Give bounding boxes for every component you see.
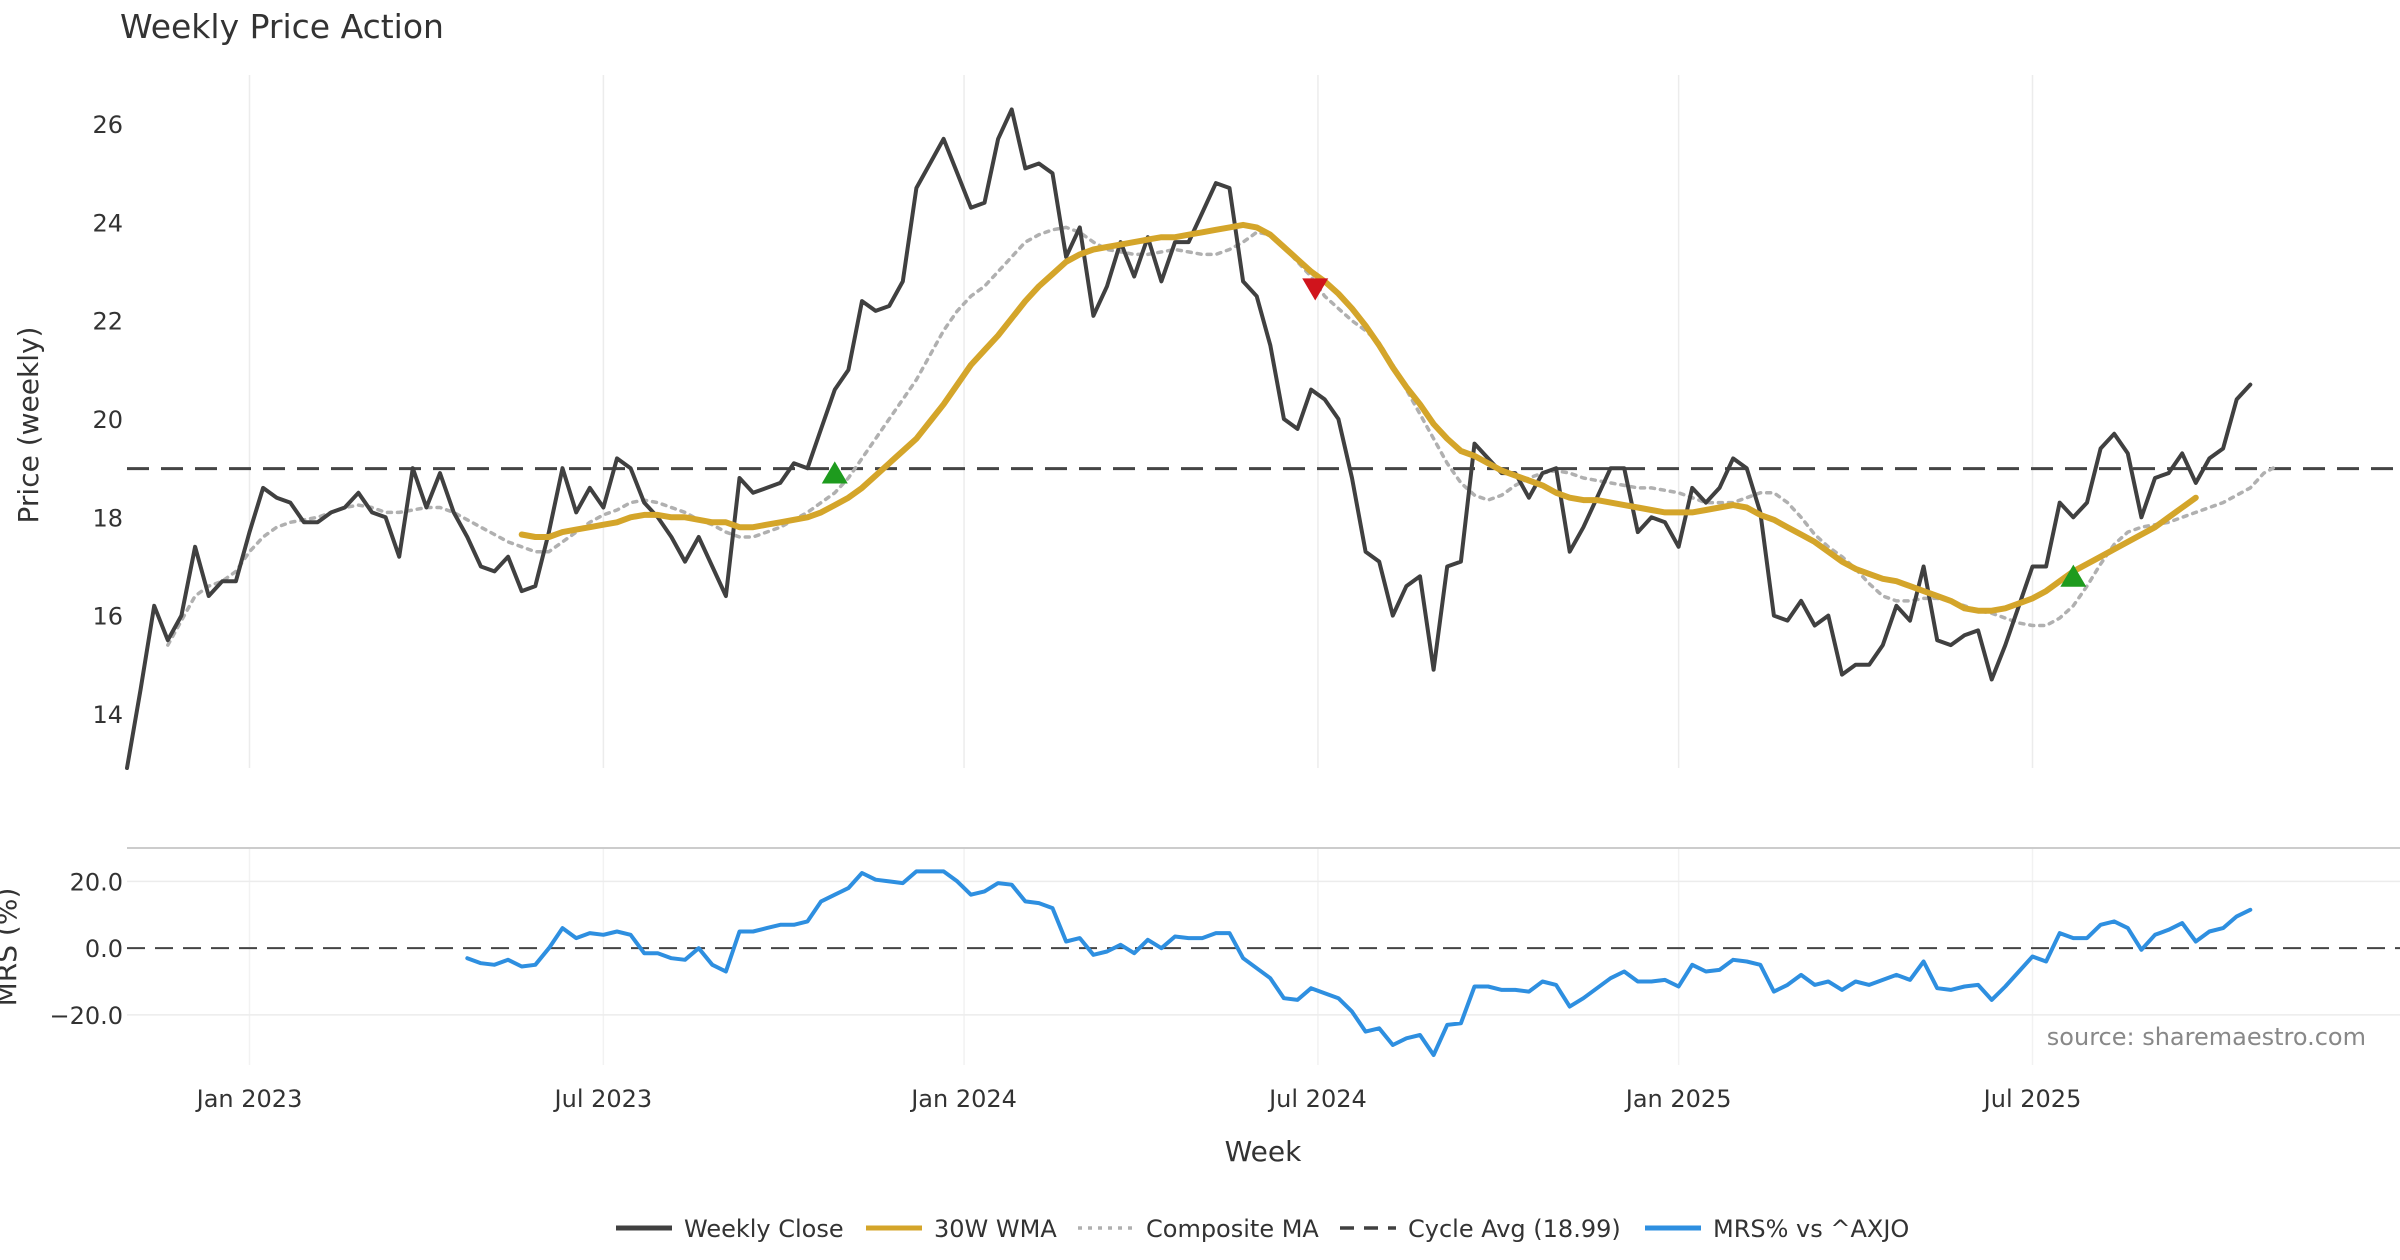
weekly-close-line — [125, 107, 2253, 770]
legend-label: Weekly Close — [684, 1215, 844, 1243]
x-tick-label: Jan 2025 — [1624, 1085, 1732, 1113]
mrs-y-tick-label: −20.0 — [49, 1002, 123, 1030]
mrs-line — [465, 869, 2253, 1057]
axes-labels: Jan 2023 Jul 2023 Jan 2024 Jul 2024 Jan 2025… — [49, 111, 2081, 1113]
mrs-panel-lines — [127, 869, 2400, 1057]
price-y-tick-label: 26 — [92, 111, 123, 139]
mrs-ylabel: MRS (%) — [0, 888, 23, 1007]
price-y-tick-label: 20 — [92, 406, 123, 434]
x-tick-label: Jul 2024 — [1267, 1085, 1367, 1113]
chart-title: Weekly Price Action — [120, 7, 444, 46]
price-panel-grid — [248, 75, 2034, 768]
x-tick-label: Jul 2025 — [1982, 1085, 2082, 1113]
buy-signal-marker — [821, 461, 848, 484]
wma-30w-line — [518, 221, 2199, 614]
legend-label: Cycle Avg (18.99) — [1408, 1215, 1621, 1243]
price-y-tick-label: 14 — [92, 701, 123, 729]
signal-markers — [821, 278, 2087, 587]
price-y-tick-label: 18 — [92, 504, 123, 532]
x-tick-label: Jul 2023 — [553, 1085, 653, 1113]
x-tick-label: Jan 2024 — [909, 1085, 1017, 1113]
price-panel-lines — [125, 107, 2400, 770]
legend-label: Composite MA — [1146, 1215, 1319, 1243]
price-y-tick-label: 16 — [92, 603, 123, 631]
sell-signal-marker — [1302, 278, 1329, 301]
price-y-tick-label: 24 — [92, 209, 123, 237]
composite-ma-line — [166, 225, 2280, 647]
buy-signal-marker — [2060, 564, 2087, 587]
x-axis-label: Week — [1225, 1135, 1302, 1168]
source-annotation: source: sharemaestro.com — [2047, 1023, 2366, 1051]
x-tick-label: Jan 2023 — [195, 1085, 303, 1113]
mrs-y-tick-label: 20.0 — [70, 868, 123, 896]
price-y-tick-label: 22 — [92, 308, 123, 336]
mrs-panel-grid — [127, 847, 2400, 1065]
legend-label: MRS% vs ^AXJO — [1713, 1215, 1909, 1243]
mrs-y-tick-label: 0.0 — [85, 935, 123, 963]
legend: Weekly Close 30W WMA Composite MA Cycle Avg… — [616, 1215, 1909, 1243]
legend-label: 30W WMA — [934, 1215, 1057, 1243]
price-ylabel: Price (weekly) — [12, 327, 45, 524]
